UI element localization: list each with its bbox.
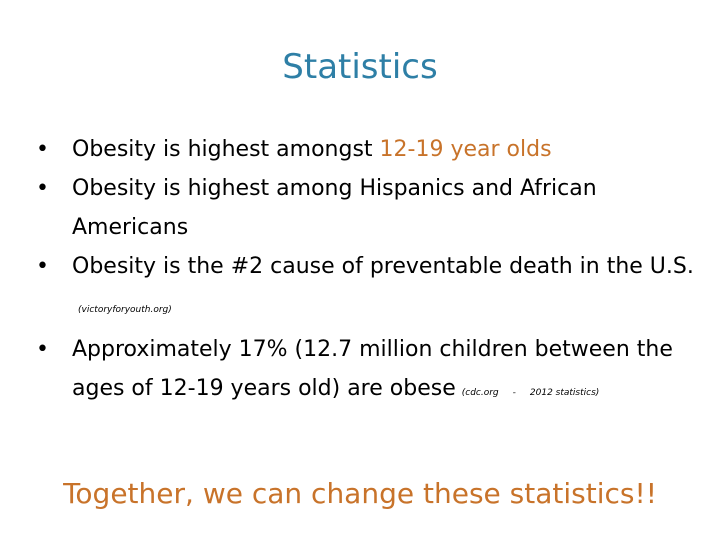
bullet-text: Approximately 17% (12.7 million children… <box>72 337 673 401</box>
citation-note: 2012 statistics) <box>529 388 600 398</box>
citation: (victoryforyouth.org) <box>78 305 172 315</box>
citation-source: (cdc.org <box>461 388 499 398</box>
bullet-list: Obesity is highest amongst 12-19 year ol… <box>36 130 696 413</box>
bullet-item-age: Obesity is highest amongst 12-19 year ol… <box>36 130 696 169</box>
bullet-item-preventable-death: Obesity is the #2 cause of preventable d… <box>36 247 696 330</box>
bullet-accent-age-range: 12-19 year olds <box>379 137 552 162</box>
slide-title: Statistics <box>282 47 438 87</box>
bullet-item-prevalence: Approximately 17% (12.7 million children… <box>36 330 696 413</box>
bullet-text: Obesity is highest among Hispanics and A… <box>72 176 597 240</box>
bullet-text: Obesity is highest amongst <box>72 137 380 162</box>
citation-dash: - <box>512 388 516 398</box>
call-to-action: Together, we can change these statistics… <box>63 477 657 510</box>
bullet-item-ethnicity: Obesity is highest among Hispanics and A… <box>36 169 696 247</box>
bullet-text: Obesity is the #2 cause of preventable d… <box>72 254 694 279</box>
